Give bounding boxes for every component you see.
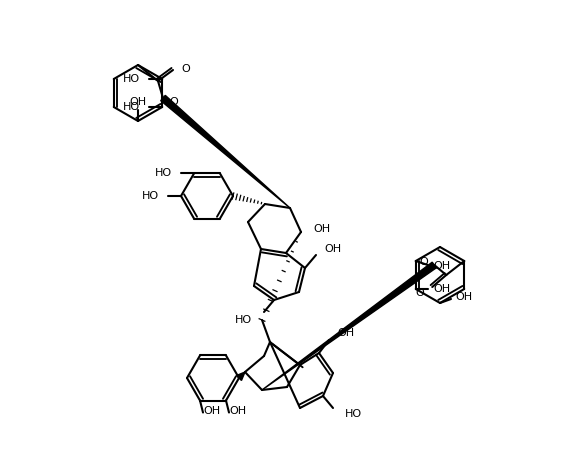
Text: O: O [169, 97, 178, 107]
Text: O: O [419, 257, 428, 267]
Text: OH: OH [203, 406, 220, 415]
Polygon shape [237, 372, 245, 381]
Text: O: O [181, 64, 190, 74]
Polygon shape [161, 95, 290, 208]
Text: HO: HO [235, 315, 252, 325]
Text: HO: HO [155, 169, 172, 178]
Text: OH: OH [229, 406, 246, 415]
Text: HO: HO [345, 409, 362, 419]
Text: OH: OH [434, 284, 451, 294]
Text: HO: HO [123, 102, 140, 112]
Text: HO: HO [123, 74, 140, 84]
Text: OH: OH [313, 224, 330, 234]
Text: O: O [415, 288, 425, 298]
Text: OH: OH [455, 292, 472, 302]
Polygon shape [262, 262, 436, 390]
Text: OH: OH [130, 97, 146, 107]
Text: OH: OH [434, 261, 451, 271]
Text: HO: HO [142, 191, 159, 201]
Text: OH: OH [324, 244, 341, 254]
Text: OH: OH [337, 328, 354, 338]
